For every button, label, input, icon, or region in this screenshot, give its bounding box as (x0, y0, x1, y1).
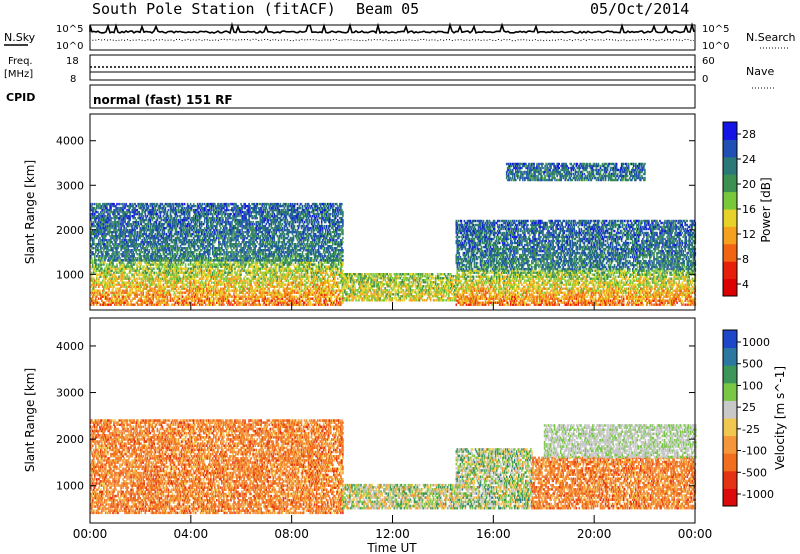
nsearch-series (90, 39, 694, 40)
beam-label: Beam 05 (356, 0, 419, 18)
heatmap-cell (129, 282, 131, 284)
heatmap-cell (152, 288, 154, 290)
freq-label: Freq. (8, 56, 33, 67)
cpid-label: CPID (6, 91, 35, 104)
heatmap-cell (162, 276, 164, 278)
heatmap-cell (154, 268, 156, 270)
heatmap-cell (154, 304, 156, 306)
radar-summary-plot: South Pole Station (fitACF) Beam 05 05/O… (0, 0, 800, 554)
cpid-text: normal (fast) 151 RF (93, 93, 233, 107)
nsky-series (90, 25, 694, 33)
freq-unit-label: [MHz] (4, 69, 33, 80)
heatmap-cell (99, 290, 101, 292)
heatmap-cell (94, 280, 96, 282)
heatmap-cell (101, 268, 103, 270)
heatmap-cell (136, 278, 138, 280)
heatmap-cell (127, 302, 129, 304)
nave-tick-top: 60 (702, 56, 715, 67)
heatmap-cell (112, 261, 114, 263)
heatmap-cell (154, 272, 156, 274)
nsearch-tick-bottom: 10^0 (702, 41, 729, 52)
heatmap-cell (172, 266, 174, 268)
date-label: 05/Oct/2014 (590, 0, 689, 18)
freq-tick-bottom: 8 (70, 74, 76, 85)
heatmap-cell (170, 294, 172, 296)
heatmap-cell (147, 284, 149, 286)
heatmap-cell (172, 304, 174, 306)
heatmap-cell (153, 278, 155, 280)
heatmap-cell (116, 292, 118, 294)
nsky-panel: N.Sky 10^5 10^0 10^5 10^0 N.Search (4, 24, 796, 52)
nsky-label: N.Sky (4, 31, 36, 44)
heatmap-cell (124, 272, 126, 274)
heatmap-cell (137, 266, 139, 268)
heatmap-cell (159, 266, 161, 268)
station-title: South Pole Station (fitACF) (92, 0, 336, 18)
heatmap-cell (108, 294, 110, 296)
nsky-tick-bottom: 10^0 (56, 41, 83, 52)
heatmap-cell (106, 263, 108, 265)
heatmap-cell (92, 259, 94, 261)
nsearch-label: N.Search (746, 31, 796, 44)
nsky-tick-top: 10^5 (56, 24, 83, 35)
heatmap-cell (123, 263, 125, 265)
freq-panel: Freq. [MHz] 18 8 60 0 Nave (4, 55, 775, 88)
nave-tick-bottom: 0 (702, 74, 708, 85)
heatmap-cell (162, 266, 164, 268)
heatmap-cell (168, 304, 170, 306)
heatmap-cell (104, 261, 106, 263)
freq-tick-top: 18 (66, 56, 79, 67)
power-heatmap (90, 163, 696, 306)
heatmap-cell (117, 268, 119, 270)
heatmap-cell (91, 272, 93, 274)
heatmap-cell (129, 278, 131, 280)
heatmap-cell (108, 266, 110, 268)
heatmap-cell (112, 300, 114, 302)
heatmap-cell (168, 300, 170, 302)
heatmap-cell (118, 276, 120, 278)
heatmap-cell (126, 274, 128, 276)
nsearch-tick-top: 10^5 (702, 24, 729, 35)
heatmap-cell (98, 266, 100, 268)
heatmap-cell (115, 288, 117, 290)
heatmap-cell (96, 263, 98, 265)
heatmap-cell (116, 263, 118, 265)
heatmap-cell (138, 294, 140, 296)
cpid-panel: CPID normal (fast) 151 RF (6, 85, 695, 108)
nave-label: Nave (746, 65, 774, 78)
heatmap-cell (169, 290, 171, 292)
